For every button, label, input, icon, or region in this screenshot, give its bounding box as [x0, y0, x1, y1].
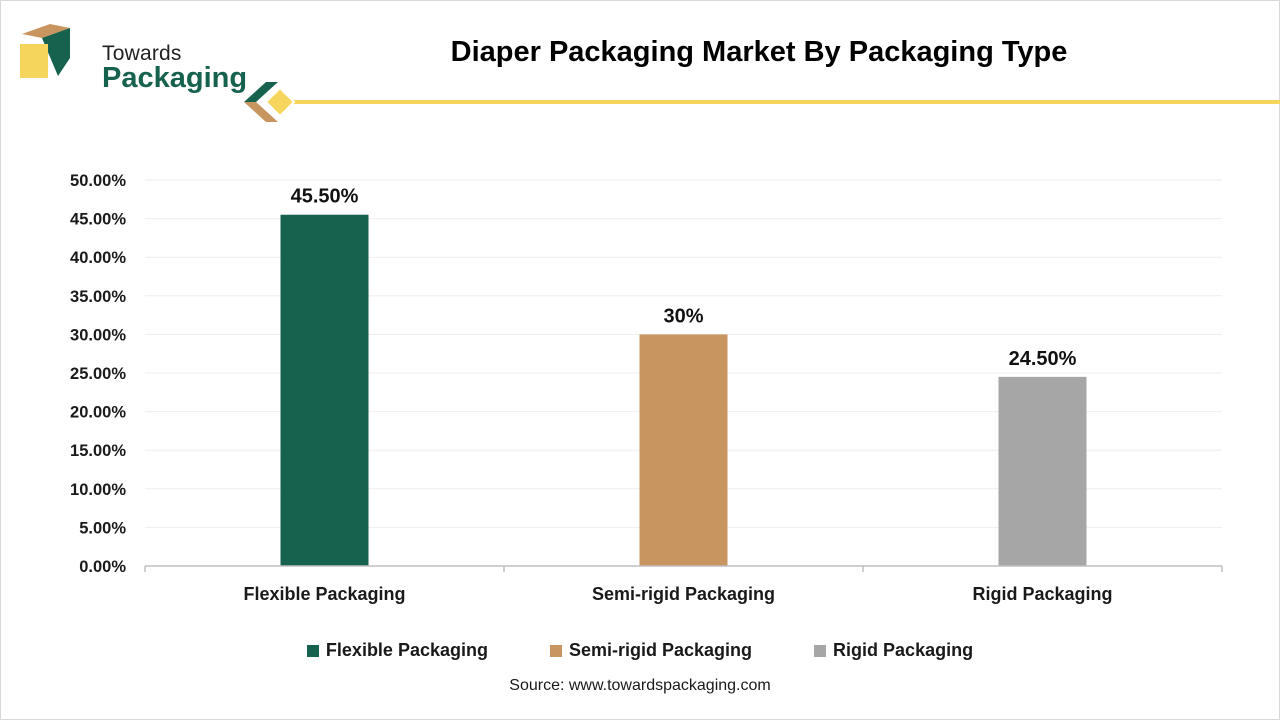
legend-label: Semi-rigid Packaging [568, 640, 753, 660]
data-label: 45.50% [291, 186, 359, 208]
brand-line-2: Packaging [102, 62, 248, 94]
data-labels: 45.50% 30% 24.50% [291, 186, 1077, 370]
x-category-label: Flexible Packaging [243, 584, 405, 604]
legend-swatch [549, 644, 562, 657]
legend-swatch [306, 644, 319, 657]
x-category-label: Rigid Packaging [972, 584, 1112, 604]
legend-item: Flexible Packaging [306, 640, 488, 661]
y-tick-label: 30.00% [70, 326, 126, 344]
y-tick-label: 35.00% [70, 288, 126, 306]
legend-label: Flexible Packaging [325, 640, 488, 660]
data-label: 30% [663, 305, 703, 327]
title-accent-line [244, 82, 1280, 122]
accent-green-chevron [244, 82, 278, 102]
legend-label: Rigid Packaging [833, 640, 974, 660]
y-tick-label: 20.00% [70, 404, 126, 422]
accent-rule [290, 100, 1280, 104]
x-category-label: Semi-rigid Packaging [592, 584, 775, 604]
accent-diamond [264, 86, 296, 118]
data-label: 24.50% [1009, 348, 1077, 370]
y-tick-label: 15.00% [70, 442, 126, 460]
legend-swatch [814, 644, 827, 657]
bars [280, 214, 1087, 567]
y-tick-label: 50.00% [70, 172, 126, 190]
legend-item: Semi-rigid Packaging [549, 640, 753, 661]
box-logo-icon [20, 24, 70, 78]
accent-gold-chevron [244, 102, 278, 122]
chart-title: Diaper Packaging Market By Packaging Typ… [450, 36, 1068, 68]
brand-line-1: Towards [102, 42, 182, 65]
x-axis [144, 565, 1223, 572]
y-tick-label: 10.00% [70, 481, 126, 499]
bar-flexible-packaging [280, 214, 369, 567]
y-tick-label: 40.00% [70, 249, 126, 267]
y-tick-label: 5.00% [79, 519, 126, 537]
bar-rigid-packaging [998, 376, 1087, 566]
bar-semi-rigid-packaging [639, 334, 728, 566]
y-tick-label: 25.00% [70, 365, 126, 383]
brand-logo: Towards Packaging [18, 20, 247, 94]
legend: Flexible Packaging Semi-rigid Packaging Ri… [0, 640, 1280, 661]
legend-item: Rigid Packaging [814, 640, 973, 661]
y-tick-label: 45.00% [70, 211, 126, 229]
source-note: Source: www.towardspackaging.com [509, 677, 771, 694]
x-axis-categories: Flexible Packaging Semi-rigid Packaging Ri… [243, 584, 1112, 604]
y-axis-ticks: 0.00% 5.00% 10.00% 15.00% 20.00% 25.00% 30.00%… [70, 172, 126, 576]
y-tick-label: 0.00% [79, 558, 126, 576]
